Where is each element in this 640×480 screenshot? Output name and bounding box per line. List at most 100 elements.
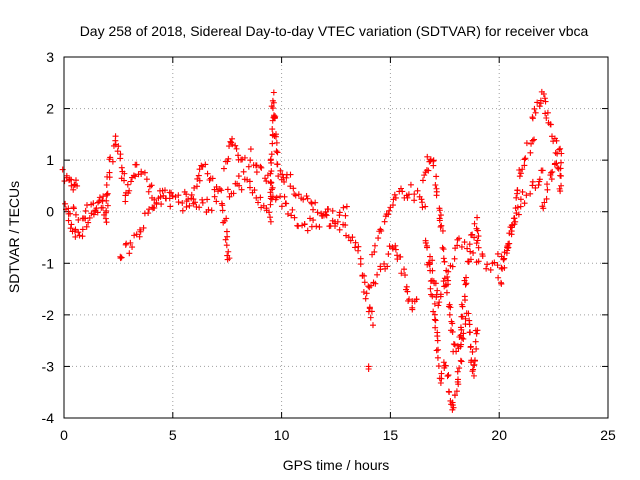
data-point [432,182,439,189]
data-point [223,228,230,235]
data-point [401,266,408,273]
data-point [268,186,275,193]
x-tick-label: 25 [600,427,616,443]
data-point [455,235,462,242]
data-point [268,179,275,186]
data-point [549,168,556,175]
data-point [535,182,542,189]
data-point [292,192,299,199]
data-point [75,229,82,236]
y-tick-label: 0 [46,204,54,220]
data-point [553,137,560,144]
data-point [271,114,278,121]
data-point [470,249,477,256]
data-point [531,105,538,112]
data-point [102,215,109,222]
data-point [517,196,524,203]
data-point [247,184,254,191]
data-point [310,206,317,213]
data-point [458,358,465,365]
data-point [439,244,446,251]
data-point [137,228,144,235]
data-point [425,259,432,266]
data-point [269,126,276,133]
data-point [375,235,382,242]
data-point [460,330,467,337]
data-point [552,149,559,156]
data-point [241,154,248,161]
data-point [446,303,453,310]
x-tick-label: 5 [169,427,177,443]
data-point [204,196,211,203]
data-point [438,222,445,229]
data-point [76,232,83,239]
data-point [474,214,481,221]
data-point [392,242,399,249]
data-point [362,295,369,302]
data-point [340,204,347,211]
data-point [407,181,414,188]
data-point [133,161,140,168]
data-point [127,239,134,246]
data-point [419,177,426,184]
data-point [433,347,440,354]
data-point [411,197,418,204]
data-point [251,187,258,194]
data-point [112,133,119,140]
data-point [148,182,155,189]
data-point [304,195,311,202]
data-point [190,196,197,203]
data-point [126,187,133,194]
data-point [449,402,456,409]
data-point [472,357,479,364]
data-point [471,234,478,241]
data-point [544,181,551,188]
data-point [434,354,441,361]
data-point [430,162,437,169]
data-point [438,370,445,377]
data-point [246,178,253,185]
data-point [541,199,548,206]
data-point [118,164,125,171]
data-point [429,293,436,300]
data-point [166,189,173,196]
data-point [357,255,364,262]
data-point [287,171,294,178]
data-point [179,199,186,206]
data-point [479,253,486,260]
data-point [103,197,110,204]
data-point [290,185,297,192]
y-axis-label: SDTVAR / TECUs [6,181,22,293]
data-point [462,297,469,304]
data-point [230,190,237,197]
data-point [439,227,446,234]
data-point [523,140,530,147]
data-point [484,261,491,268]
data-point [336,209,343,216]
data-point [308,200,315,207]
data-point [224,252,231,259]
data-point [453,388,460,395]
data-point [167,203,174,210]
data-point [367,314,374,321]
data-point [516,167,523,174]
data-point [145,210,152,217]
data-point [195,172,202,179]
data-point [436,207,443,214]
data-point [529,115,536,122]
data-point [233,145,240,152]
data-point [472,338,479,345]
data-point [434,337,441,344]
data-point [374,271,381,278]
data-point [143,176,150,183]
data-point [544,109,551,116]
data-point [475,244,482,251]
data-point [224,158,231,165]
data-point [473,330,480,337]
data-point [384,263,391,270]
data-point [216,185,223,192]
data-point [431,300,438,307]
data-point [361,272,368,279]
data-point [532,109,539,116]
data-point [272,133,279,140]
